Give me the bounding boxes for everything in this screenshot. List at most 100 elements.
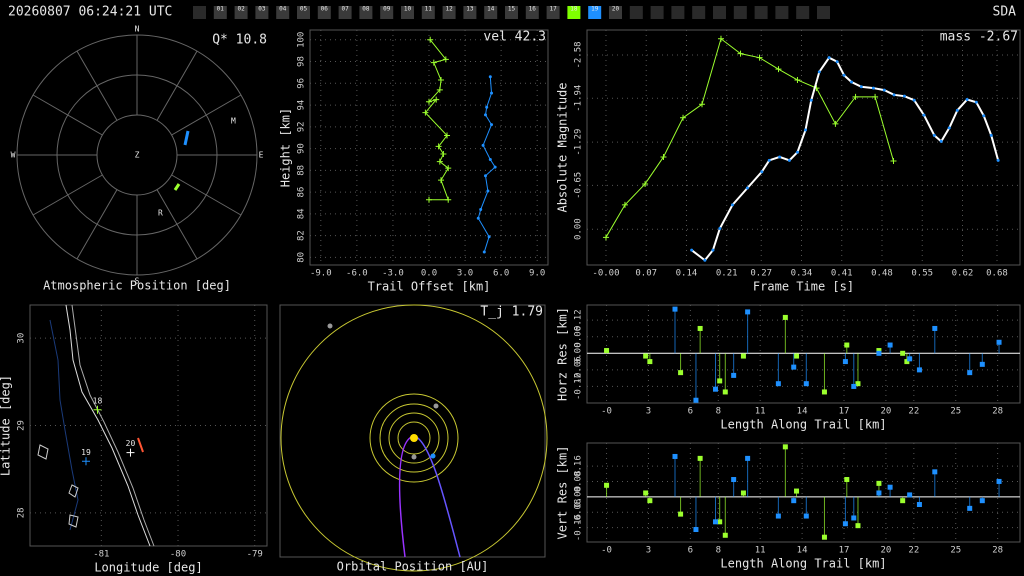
y-tick-label: 98: [297, 56, 307, 67]
x-tick-label: 17: [839, 546, 850, 556]
point-marker: [939, 139, 943, 143]
station-box: [567, 6, 581, 19]
y-tick-label: 0.00: [574, 342, 584, 364]
station-box: [817, 6, 830, 19]
annotation: mass -2.67: [940, 30, 1018, 45]
x-tick-label: 0.14: [676, 269, 698, 279]
x-tick-label: -6.0: [346, 269, 368, 279]
y-tick-label: 86: [297, 187, 307, 198]
point-marker: [859, 85, 863, 89]
x-tick-label: 14: [797, 546, 808, 556]
stem-marker: [697, 455, 703, 461]
point-marker: [426, 98, 432, 105]
stem-marker: [740, 490, 746, 496]
station-box: [650, 6, 664, 19]
point-marker: [965, 98, 969, 102]
point-marker: [922, 113, 926, 117]
y-axis-label: Horz Res [km]: [556, 307, 570, 401]
point-marker: [690, 248, 694, 252]
point-marker: [444, 132, 451, 139]
network-name: SDA: [993, 5, 1017, 20]
y-tick-label: 92: [297, 121, 307, 132]
station-box: [401, 6, 414, 19]
plot-frame: [586, 304, 1021, 404]
x-tick-label: 0.68: [986, 269, 1008, 279]
annotation: Q* 10.8: [212, 33, 267, 48]
station-label: 04: [279, 6, 287, 13]
point-marker: [426, 196, 432, 203]
stem-marker: [722, 389, 728, 395]
y-tick-label: -0.06: [574, 356, 584, 383]
stem-marker: [876, 348, 882, 354]
stem-marker: [697, 325, 703, 331]
station-box: [442, 6, 456, 19]
stem-marker: [844, 342, 850, 348]
y-axis-label: Height [km]: [279, 108, 293, 187]
x-tick-label: 3: [646, 407, 651, 417]
sky-track: [173, 183, 181, 191]
station-label: 02: [237, 6, 245, 13]
stem-marker: [842, 521, 848, 527]
y-tick-label: 88: [297, 165, 307, 176]
point-marker: [902, 94, 906, 98]
x-tick-label: 0.41: [831, 269, 853, 279]
stem-marker: [604, 348, 610, 354]
planet: [433, 403, 439, 409]
point-marker: [795, 150, 799, 154]
sky-marker-label: R: [158, 209, 163, 218]
y-tick-label: 96: [297, 78, 307, 89]
station-marker: [126, 448, 135, 457]
sky-spoke: [156, 189, 198, 260]
stem-marker: [876, 490, 882, 496]
point-marker: [483, 113, 487, 117]
sky-spoke: [171, 94, 242, 136]
point-marker: [430, 59, 437, 66]
point-marker: [433, 96, 440, 103]
planet-orbit: [388, 412, 440, 464]
x-tick-label: 0.0: [421, 269, 437, 279]
stem-marker: [672, 453, 678, 459]
point-marker: [787, 158, 791, 162]
y-tick-label: 84: [297, 208, 307, 219]
x-tick-label: -3.0: [382, 269, 404, 279]
station-box: [692, 6, 706, 19]
point-marker: [602, 234, 609, 241]
y-tick-label: -0.12: [574, 373, 584, 400]
timestamp: 20260807 06:24:21 UTC: [8, 5, 172, 20]
point-marker: [442, 56, 449, 63]
annotation: T_j 1.79: [480, 305, 543, 320]
station-box: [713, 6, 726, 19]
y-axis-label: Absolute Magnitude: [556, 82, 570, 212]
point-marker: [817, 70, 821, 74]
stem-marker: [643, 353, 649, 359]
point-marker: [835, 60, 839, 64]
station-box: [234, 6, 248, 19]
stem-marker: [821, 389, 827, 395]
x-tick-label: 11: [755, 407, 766, 417]
point-marker: [982, 114, 986, 118]
x-tick-label: 28: [992, 407, 1003, 417]
planet: [430, 453, 436, 459]
stem-marker: [722, 532, 728, 538]
y-tick-label: 30: [17, 333, 27, 344]
stem-marker: [717, 519, 723, 525]
point-marker: [493, 165, 497, 169]
point-marker: [487, 235, 491, 239]
x-tick-label: 22: [908, 546, 919, 556]
x-tick-label: 3.0: [457, 269, 473, 279]
x-tick-label: 3: [646, 546, 651, 556]
meteoroid-orbit: [398, 435, 415, 558]
station-label: 08: [362, 6, 370, 13]
sky-marker-label: M: [231, 117, 236, 126]
x-tick-label: 0.07: [635, 269, 657, 279]
point-marker: [850, 80, 854, 84]
point-marker: [882, 88, 886, 92]
stem-marker: [745, 455, 751, 461]
planet-orbit: [397, 421, 431, 455]
stem-marker: [803, 381, 809, 387]
x-tick-label: 11: [755, 546, 766, 556]
station-label: 18: [570, 6, 578, 13]
station-box: [338, 6, 352, 19]
stem-marker: [647, 498, 653, 504]
point-marker: [775, 66, 782, 73]
